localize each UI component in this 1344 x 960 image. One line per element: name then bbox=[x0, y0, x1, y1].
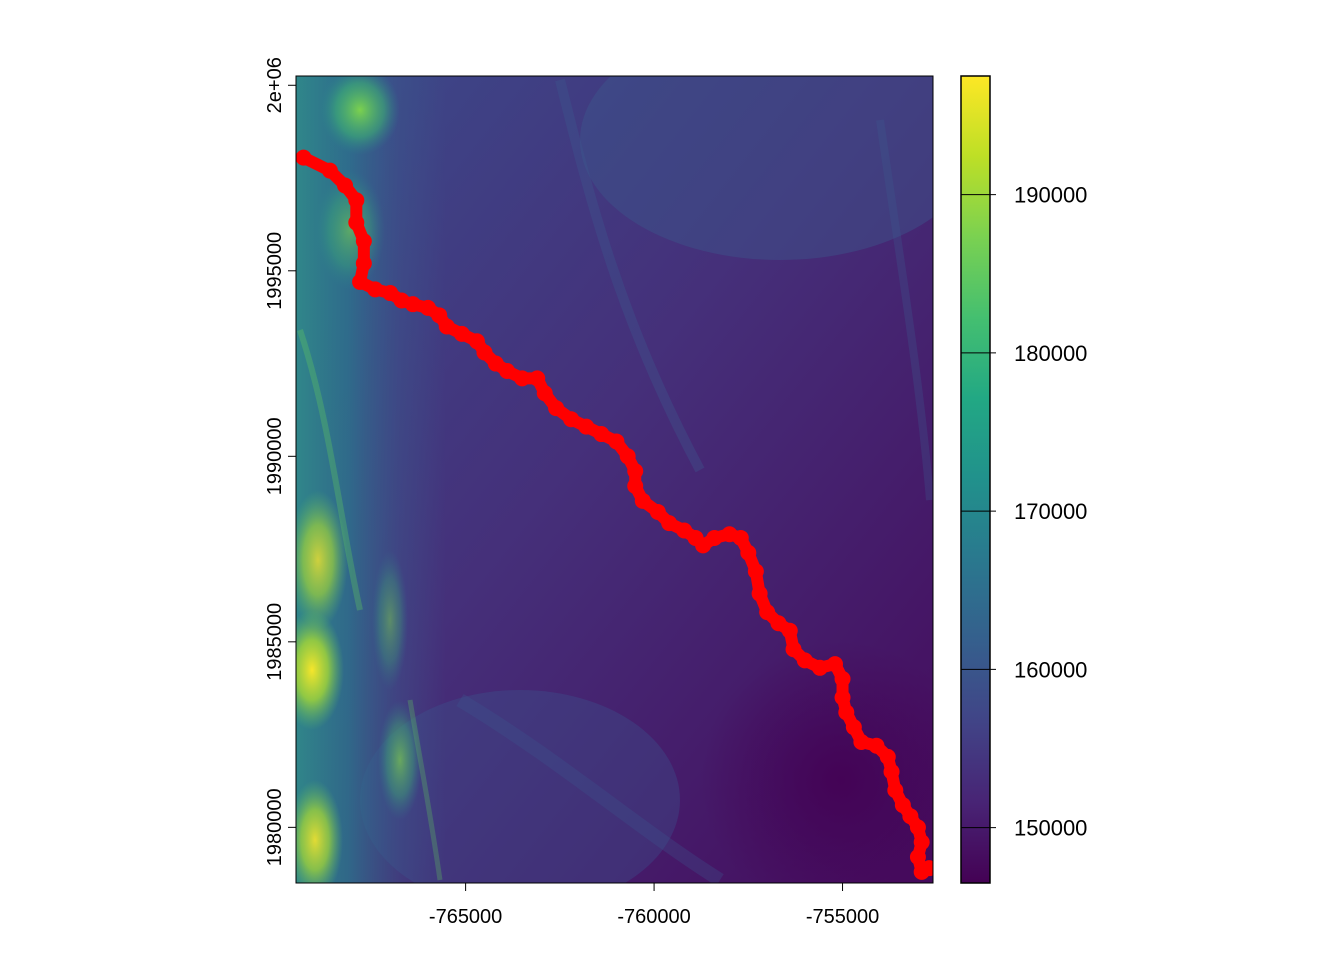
x-tick-label: -755000 bbox=[806, 906, 879, 928]
track-point bbox=[759, 604, 776, 621]
track-point bbox=[627, 477, 644, 494]
track-point bbox=[740, 544, 757, 561]
y-tick-label: 2e+06 bbox=[264, 57, 286, 113]
track-point bbox=[634, 492, 651, 509]
y-tick-label: 1985000 bbox=[264, 603, 286, 681]
colorbar-tick-label: 150000 bbox=[1014, 816, 1087, 841]
track-point bbox=[913, 834, 930, 851]
track-point bbox=[296, 149, 312, 166]
track-point bbox=[419, 299, 436, 316]
track-point bbox=[921, 860, 933, 877]
track-point bbox=[619, 448, 636, 465]
y-tick-label: 1990000 bbox=[264, 417, 286, 495]
track-point bbox=[811, 659, 828, 676]
track-point bbox=[887, 782, 904, 799]
track-point bbox=[499, 362, 516, 379]
track-point bbox=[487, 355, 504, 372]
track-point bbox=[781, 622, 798, 639]
track-point bbox=[476, 344, 493, 361]
track-point bbox=[649, 503, 666, 520]
track-point bbox=[834, 689, 851, 706]
track-point bbox=[348, 214, 365, 231]
track-point bbox=[751, 585, 768, 602]
track-point bbox=[834, 670, 851, 687]
track-point bbox=[909, 819, 926, 836]
track-point bbox=[352, 273, 369, 290]
track-point bbox=[909, 849, 926, 866]
track-point bbox=[355, 233, 372, 250]
track-point bbox=[627, 463, 644, 480]
track-point bbox=[853, 734, 870, 751]
track-point bbox=[845, 719, 862, 736]
track-point bbox=[827, 656, 843, 673]
colorbar-tick-label: 170000 bbox=[1014, 499, 1087, 524]
track-point bbox=[868, 737, 885, 754]
track-point bbox=[785, 641, 802, 658]
track-point bbox=[838, 704, 855, 721]
x-tick-label: -760000 bbox=[617, 906, 690, 928]
track-point bbox=[747, 563, 764, 580]
track-point bbox=[796, 652, 813, 669]
track-point bbox=[514, 370, 531, 387]
track-point bbox=[695, 537, 712, 554]
elevation-raster bbox=[296, 76, 933, 883]
track-point bbox=[593, 426, 610, 443]
track-point bbox=[404, 296, 421, 313]
track-point bbox=[676, 522, 693, 539]
track-point bbox=[321, 162, 338, 179]
track-point bbox=[706, 529, 723, 546]
colorbar-tick-label: 160000 bbox=[1014, 657, 1087, 682]
track-point bbox=[355, 255, 372, 272]
track-point bbox=[548, 400, 565, 417]
colorbar-tick-label: 190000 bbox=[1014, 183, 1087, 208]
track-point bbox=[536, 385, 553, 402]
track-point bbox=[337, 177, 353, 194]
track-point bbox=[879, 748, 896, 765]
y-tick-label: 1995000 bbox=[264, 232, 286, 310]
track-point bbox=[367, 281, 384, 298]
track-point bbox=[529, 370, 546, 387]
track-point bbox=[578, 418, 595, 435]
track-point bbox=[608, 433, 625, 450]
track-point bbox=[563, 411, 580, 428]
track-point bbox=[770, 615, 787, 632]
track-point bbox=[382, 285, 399, 302]
colorbar bbox=[960, 75, 991, 884]
plot-panel-border bbox=[295, 75, 934, 884]
x-tick-label: -765000 bbox=[429, 906, 502, 928]
track-point bbox=[883, 763, 900, 780]
y-tick-label: 1980000 bbox=[264, 788, 286, 866]
track-point bbox=[732, 529, 749, 546]
colorbar-tick-label: 180000 bbox=[1014, 341, 1087, 366]
track-point bbox=[661, 515, 678, 532]
track-point bbox=[453, 325, 470, 342]
track-point bbox=[438, 318, 455, 335]
track-point bbox=[348, 192, 365, 209]
